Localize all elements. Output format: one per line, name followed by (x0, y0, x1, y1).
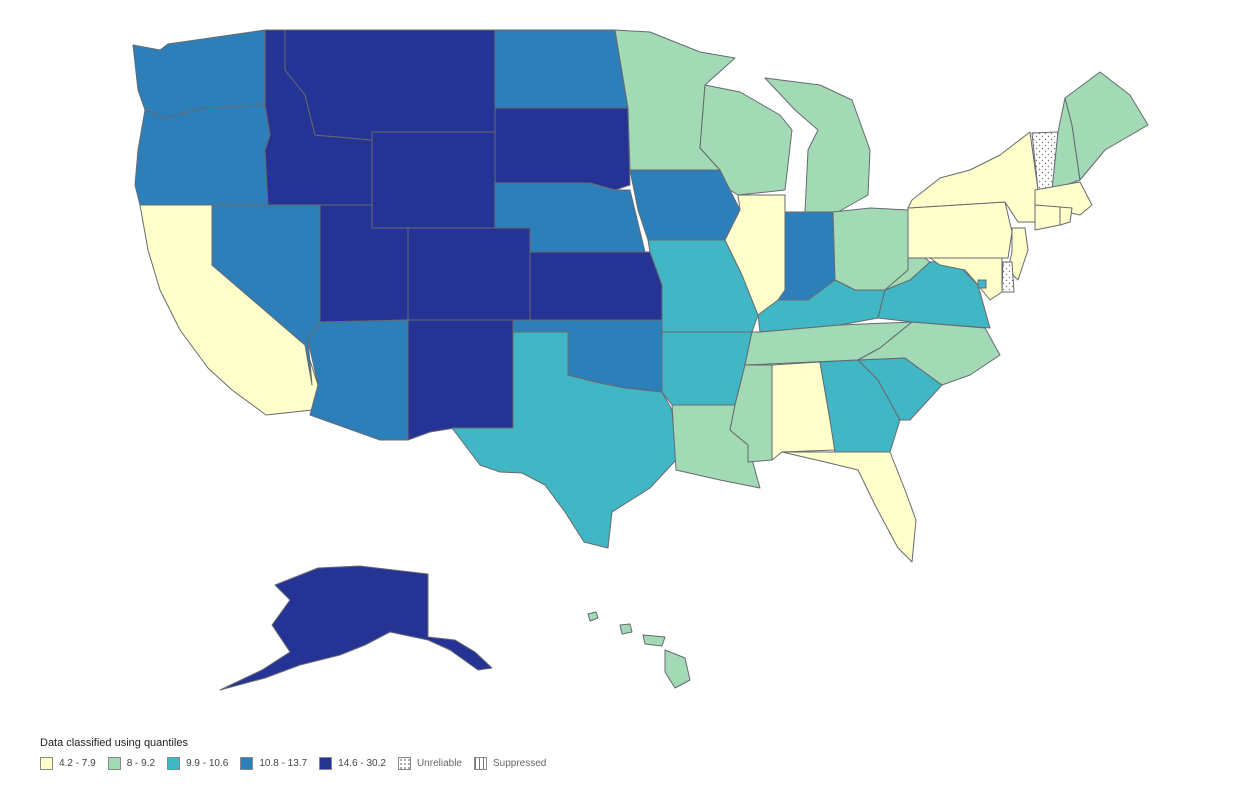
state-arizona[interactable] (307, 319, 409, 441)
legend: Data classified using quantiles 4.2 - 7.… (40, 737, 600, 777)
state-pennsylvania[interactable] (907, 201, 1013, 259)
state-florida[interactable] (781, 451, 917, 563)
state-north-dakota[interactable] (494, 29, 629, 109)
state-new-jersey[interactable] (1007, 227, 1029, 281)
legend-label-unreliable: Unreliable (416, 758, 462, 769)
legend-swatch-class-2 (107, 757, 121, 770)
legend-label-class-5: 14.6 - 30.2 (338, 758, 386, 769)
legend-item-class-1[interactable]: 4.2 - 7.9 (40, 757, 96, 770)
state-wisconsin[interactable] (699, 84, 793, 196)
state-ohio[interactable] (832, 207, 909, 291)
legend-swatch-class-3 (167, 757, 181, 770)
legend-title: Data classified using quantiles (40, 737, 188, 749)
state-washington[interactable] (132, 29, 266, 119)
state-wyoming[interactable] (371, 131, 496, 229)
state-maryland[interactable] (929, 257, 1003, 301)
hawaii-maui (642, 634, 666, 647)
legend-swatch-class-4 (240, 757, 254, 770)
legend-item-suppressed[interactable]: Suppressed (473, 757, 547, 770)
state-connecticut[interactable] (1034, 204, 1061, 231)
state-south-dakota[interactable] (494, 107, 631, 191)
state-maine[interactable] (1064, 71, 1149, 181)
state-district-of-columbia[interactable] (977, 279, 987, 289)
state-kansas[interactable] (529, 251, 663, 321)
legend-swatch-class-5 (319, 757, 333, 770)
state-delaware[interactable] (1001, 261, 1015, 293)
legend-item-class-2[interactable]: 8 - 9.2 (107, 757, 156, 770)
state-oregon[interactable] (134, 104, 271, 206)
hawaii-big-island (664, 649, 691, 689)
legend-item-class-4[interactable]: 10.8 - 13.7 (240, 757, 307, 770)
state-alaska[interactable] (219, 565, 493, 691)
hawaii-kauai (587, 611, 599, 622)
state-hawaii[interactable] (587, 611, 691, 689)
legend-swatch-class-1 (40, 757, 53, 770)
legend-swatch-suppressed (473, 757, 487, 770)
legend-item-class-3[interactable]: 9.9 - 10.6 (167, 757, 228, 770)
legend-item-class-5[interactable]: 14.6 - 30.2 (319, 757, 386, 770)
state-new-mexico[interactable] (407, 319, 514, 441)
legend-label-class-4: 10.8 - 13.7 (259, 758, 308, 769)
state-rhode-island[interactable] (1059, 206, 1073, 226)
state-iowa[interactable] (629, 169, 741, 241)
legend-swatch-unreliable (397, 757, 411, 770)
state-colorado[interactable] (407, 227, 531, 321)
legend-item-unreliable[interactable]: Unreliable (397, 757, 462, 770)
legend-label-class-3: 9.9 - 10.6 (186, 758, 229, 769)
legend-row: 4.2 - 7.9 8 - 9.2 9.9 - 10.6 10.8 - 13.7… (40, 757, 600, 770)
legend-label-class-2: 8 - 9.2 (126, 758, 156, 769)
state-texas[interactable] (451, 331, 677, 549)
legend-label-class-1: 4.2 - 7.9 (59, 758, 96, 769)
legend-label-suppressed: Suppressed (492, 758, 547, 769)
state-montana[interactable] (284, 29, 496, 141)
hawaii-oahu (619, 623, 633, 635)
